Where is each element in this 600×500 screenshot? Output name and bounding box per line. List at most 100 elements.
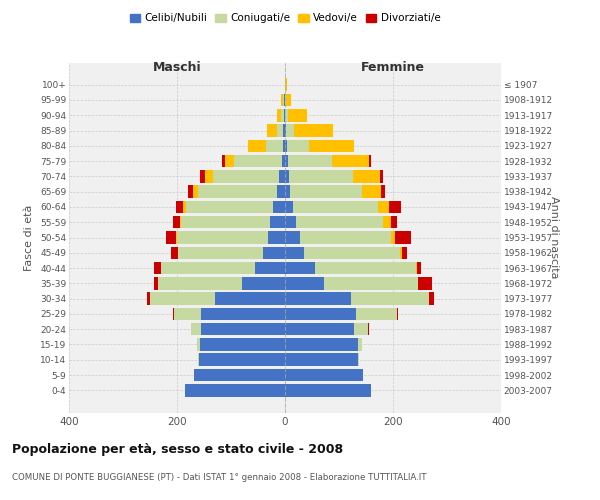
Bar [177, 231, 268, 244]
Bar [285, 246, 304, 259]
Bar [285, 292, 351, 305]
Bar [277, 186, 285, 198]
Bar [389, 200, 401, 213]
Bar [202, 323, 285, 336]
Bar [224, 155, 234, 168]
Bar [283, 94, 284, 106]
Bar [154, 277, 158, 289]
Bar [304, 246, 400, 259]
Bar [332, 155, 369, 168]
Bar [161, 262, 256, 274]
Bar [351, 292, 429, 305]
Bar [285, 369, 364, 382]
Bar [281, 94, 283, 106]
Bar [173, 216, 180, 228]
Bar [285, 200, 293, 213]
Bar [285, 354, 358, 366]
Bar [379, 200, 389, 213]
Bar [401, 246, 407, 259]
Bar [380, 186, 385, 198]
Bar [171, 246, 178, 259]
Bar [248, 140, 266, 152]
Bar [285, 262, 314, 274]
Bar [286, 124, 293, 137]
Bar [324, 277, 418, 289]
Bar [285, 140, 287, 152]
Bar [400, 246, 401, 259]
Bar [273, 200, 285, 213]
Bar [358, 338, 362, 350]
Bar [293, 124, 332, 137]
Bar [271, 216, 285, 228]
Bar [353, 170, 380, 182]
Bar [181, 216, 271, 228]
Text: Femmine: Femmine [361, 61, 425, 74]
Bar [193, 186, 198, 198]
Bar [397, 308, 398, 320]
Bar [296, 216, 383, 228]
Bar [183, 200, 185, 213]
Bar [173, 308, 175, 320]
Bar [185, 200, 273, 213]
Bar [418, 277, 432, 289]
Bar [310, 140, 353, 152]
Bar [281, 109, 284, 122]
Bar [191, 323, 202, 336]
Bar [263, 246, 285, 259]
Bar [256, 262, 285, 274]
Bar [176, 200, 183, 213]
Bar [267, 124, 277, 137]
Bar [234, 155, 282, 168]
Bar [290, 186, 362, 198]
Bar [212, 170, 278, 182]
Bar [199, 354, 285, 366]
Bar [175, 308, 202, 320]
Bar [197, 338, 200, 350]
Text: Maschi: Maschi [152, 61, 202, 74]
Bar [285, 384, 371, 396]
Bar [268, 231, 285, 244]
Bar [197, 354, 199, 366]
Bar [288, 155, 332, 168]
Bar [293, 200, 379, 213]
Bar [288, 109, 307, 122]
Bar [188, 186, 193, 198]
Bar [283, 124, 285, 137]
Bar [383, 216, 391, 228]
Y-axis label: Anni di nascita: Anni di nascita [548, 196, 559, 278]
Bar [417, 262, 421, 274]
Bar [395, 231, 412, 244]
Bar [429, 292, 433, 305]
Bar [202, 308, 285, 320]
Bar [277, 109, 281, 122]
Bar [380, 170, 383, 182]
Bar [285, 308, 356, 320]
Bar [176, 231, 177, 244]
Bar [200, 170, 205, 182]
Bar [277, 124, 283, 137]
Bar [178, 246, 263, 259]
Bar [285, 277, 324, 289]
Bar [282, 155, 285, 168]
Bar [391, 231, 395, 244]
Bar [154, 262, 161, 274]
Bar [285, 155, 288, 168]
Bar [266, 140, 283, 152]
Bar [368, 155, 371, 168]
Bar [285, 94, 286, 106]
Bar [285, 109, 288, 122]
Bar [285, 231, 300, 244]
Bar [278, 170, 285, 182]
Bar [205, 170, 212, 182]
Bar [314, 262, 416, 274]
Text: Popolazione per età, sesso e stato civile - 2008: Popolazione per età, sesso e stato civil… [12, 442, 343, 456]
Bar [391, 216, 397, 228]
Text: COMUNE DI PONTE BUGGIANESE (PT) - Dati ISTAT 1° gennaio 2008 - Elaborazione TUTT: COMUNE DI PONTE BUGGIANESE (PT) - Dati I… [12, 472, 427, 482]
Bar [285, 338, 358, 350]
Bar [284, 109, 285, 122]
Bar [242, 277, 285, 289]
Bar [180, 216, 181, 228]
Bar [200, 338, 285, 350]
Bar [215, 292, 285, 305]
Bar [222, 155, 224, 168]
